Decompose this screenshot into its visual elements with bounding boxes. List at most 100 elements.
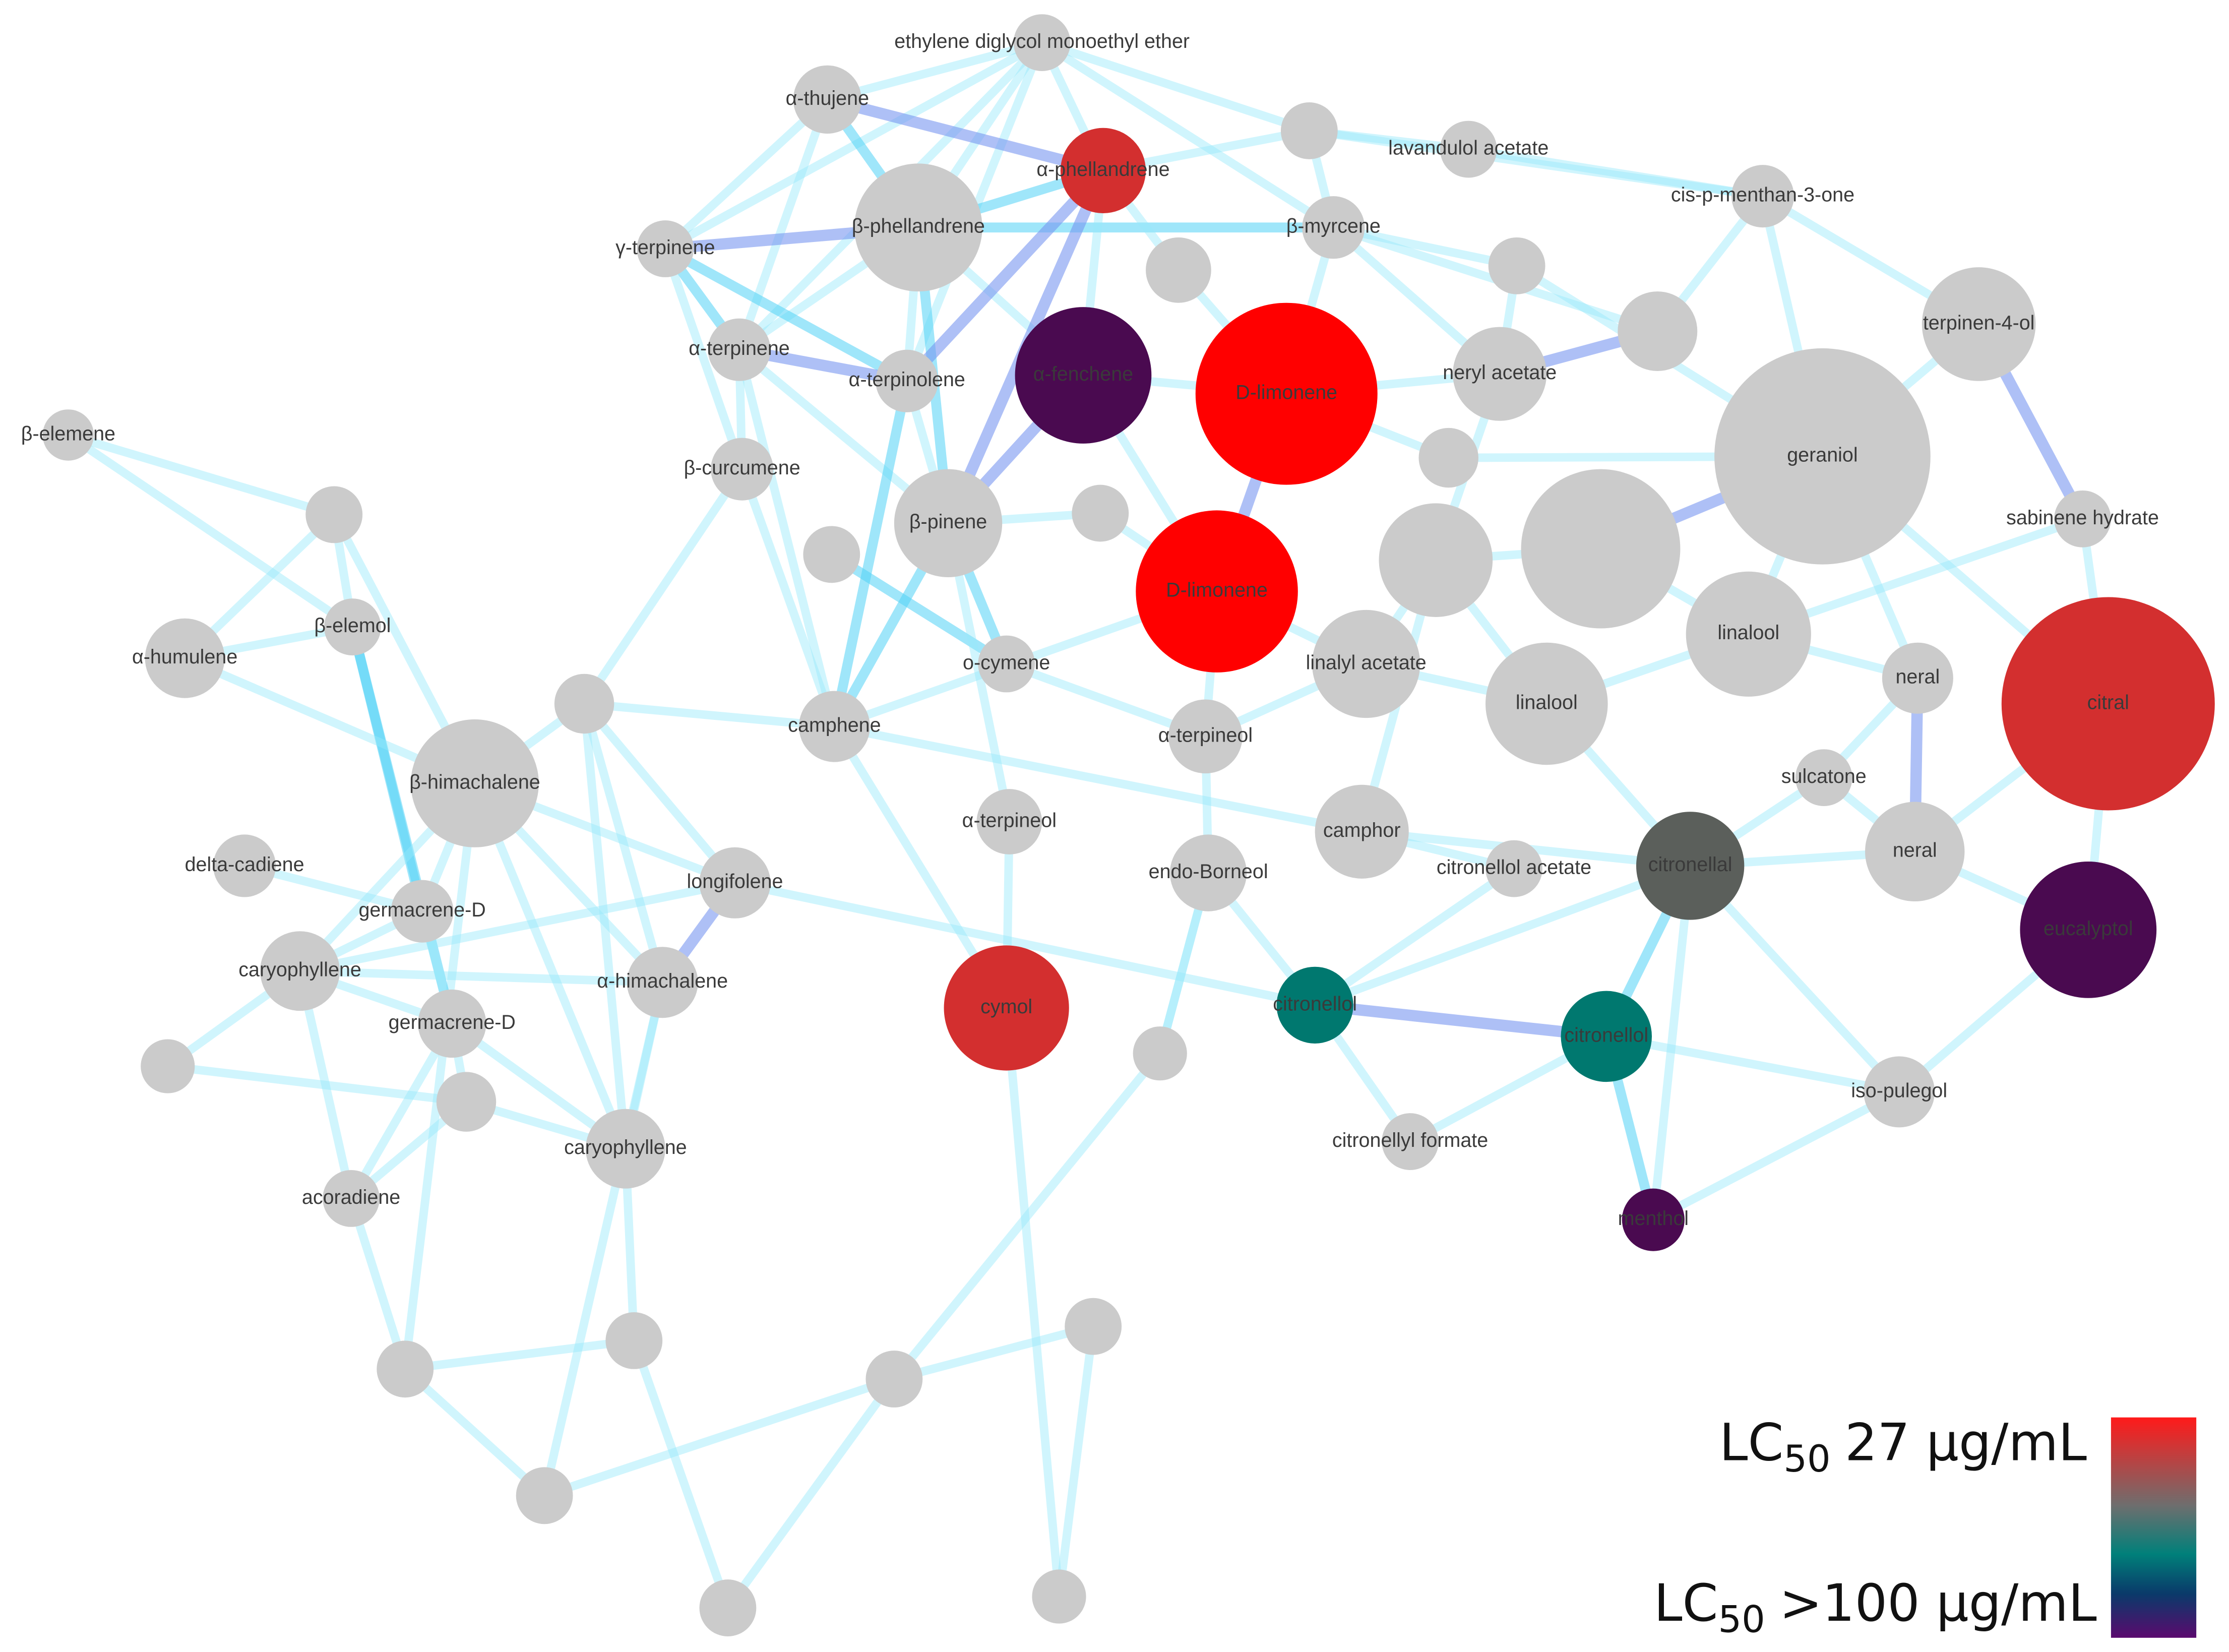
node-label: β-myrcene (1286, 215, 1381, 237)
node-label: neryl acetate (1443, 361, 1557, 384)
edge (1305, 126, 1767, 201)
edge (347, 622, 457, 1029)
node-label: camphor (1323, 819, 1401, 841)
node (554, 674, 614, 734)
node (708, 318, 771, 381)
node-label: linalool (1717, 622, 1779, 644)
node (391, 880, 454, 943)
node (627, 947, 698, 1018)
node (1276, 966, 1353, 1044)
node-label: citronellol (1564, 1024, 1648, 1046)
node (605, 1312, 663, 1369)
node (1453, 327, 1547, 421)
edge (660, 243, 912, 386)
node-label: cymol (980, 996, 1032, 1018)
node (324, 598, 381, 656)
node-label: iso-pulegol (1851, 1079, 1947, 1102)
node-label: citronellyl formate (1332, 1129, 1488, 1151)
edge (890, 1049, 1164, 1383)
node (1032, 1569, 1086, 1624)
node-label: sulcatone (1781, 765, 1867, 787)
node-label: α-terpinene (689, 337, 790, 359)
edge (401, 1336, 639, 1374)
legend-subscript: 50 (1718, 1599, 1765, 1641)
color-scale (2111, 1417, 2197, 1638)
node-label: germacrene-D (389, 1011, 516, 1033)
node (894, 469, 1003, 577)
node (1440, 120, 1497, 178)
node (1302, 196, 1365, 259)
node-label: longifolene (687, 871, 783, 893)
edges (64, 38, 2113, 1613)
edge (1649, 1087, 1904, 1225)
node-label: α-phellandrene (1036, 158, 1169, 180)
node (1561, 991, 1652, 1082)
node (798, 691, 870, 762)
node (1922, 267, 2036, 381)
node-label: camphene (788, 714, 881, 737)
node (436, 1072, 497, 1132)
node (976, 789, 1042, 854)
node (1731, 165, 1794, 228)
legend-prefix: LC (1719, 1413, 1783, 1472)
node (1485, 642, 1608, 765)
node-label: citronellal (1648, 853, 1732, 876)
node-label: α-terpinolene (849, 369, 965, 391)
node-label: caryophyllene (238, 959, 361, 981)
edge (829, 376, 912, 731)
node (1382, 1113, 1439, 1170)
node-label: α-humulene (132, 646, 237, 668)
node-label: linalool (1516, 691, 1578, 713)
node (585, 1109, 665, 1189)
node (1146, 237, 1211, 303)
node-label: geraniol (1787, 444, 1858, 466)
edge (890, 1322, 1098, 1383)
node-label: γ-terpinene (615, 236, 715, 259)
node (1418, 427, 1478, 488)
edge (901, 165, 1109, 387)
edge (830, 722, 1367, 836)
node (865, 1351, 923, 1408)
node (411, 719, 539, 847)
node (1072, 484, 1129, 542)
edge (661, 244, 747, 474)
node (1618, 291, 1698, 372)
edge (630, 1336, 732, 1613)
nodes: ethylene diglycol monoethyl ether α-thuje… (21, 14, 2215, 1636)
edge (540, 978, 667, 1500)
node (1882, 642, 1953, 714)
edge (295, 878, 739, 975)
node-label: eucalyptol (2044, 917, 2133, 940)
edge (1464, 145, 1767, 201)
node (213, 834, 276, 897)
node (1714, 348, 1931, 565)
node (323, 1170, 380, 1227)
edge (1002, 1004, 1064, 1601)
node-label: α-himachalene (597, 970, 728, 992)
legend-high: LC50 27 µg/mL (1719, 1413, 2087, 1481)
node (1865, 802, 1965, 901)
node-label: o-cymene (963, 651, 1050, 674)
node (637, 220, 694, 277)
node-label: β-elemene (21, 422, 115, 445)
node (42, 409, 94, 461)
node (978, 635, 1035, 693)
node (1168, 699, 1243, 774)
node (854, 163, 982, 292)
node (141, 1039, 195, 1093)
node-label: α-terpineol (962, 809, 1057, 831)
legend-prefix: LC (1654, 1573, 1718, 1633)
legend-low: LC50 >100 µg/mL (1654, 1573, 2097, 1641)
edge (1037, 38, 1314, 135)
node (260, 931, 340, 1011)
edge (1649, 862, 1695, 1225)
edge (401, 779, 479, 1374)
edge (347, 1194, 410, 1374)
node (1133, 1026, 1187, 1081)
node-label: lavandulol acetate (1388, 137, 1549, 159)
edge (580, 465, 747, 708)
node-label: sabinene hydrate (2006, 507, 2159, 529)
node-label: citronellol (1273, 993, 1357, 1015)
node-label: β-pinene (909, 511, 987, 533)
node-label: D-limonene (1166, 579, 1268, 601)
